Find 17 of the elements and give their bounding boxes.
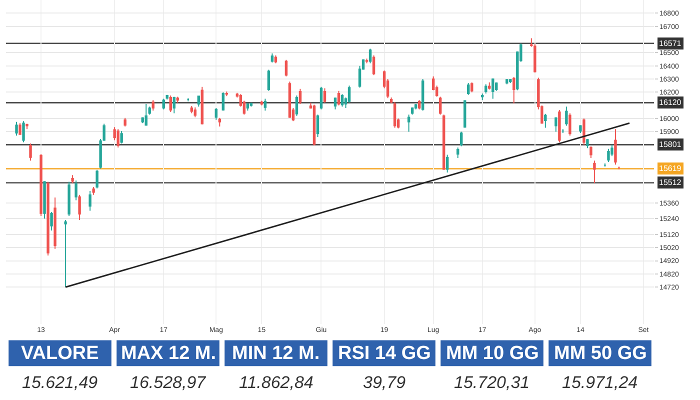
text: MAX 12 M. [121, 343, 216, 364]
text: 15.621,49 [22, 373, 98, 392]
ref-line-label: 15619 [659, 164, 682, 173]
text: VALORE [21, 343, 99, 364]
text: 15.720,31 [454, 373, 530, 392]
text: 15.971,24 [562, 373, 638, 392]
text: MM 50 GG [554, 343, 647, 364]
ref-line-label: 15512 [659, 178, 682, 187]
text: MIN 12 M. [232, 343, 320, 364]
text: MM 10 GG [446, 343, 539, 364]
text: RSI 14 GG [338, 343, 431, 364]
text: 39,79 [363, 373, 406, 392]
text: 16.528,97 [130, 373, 206, 392]
text: 11.862,84 [239, 373, 314, 392]
ref-line-label: 16120 [659, 98, 682, 107]
ref-line-label: 15801 [659, 140, 682, 149]
ref-line-label: 16571 [659, 39, 682, 48]
